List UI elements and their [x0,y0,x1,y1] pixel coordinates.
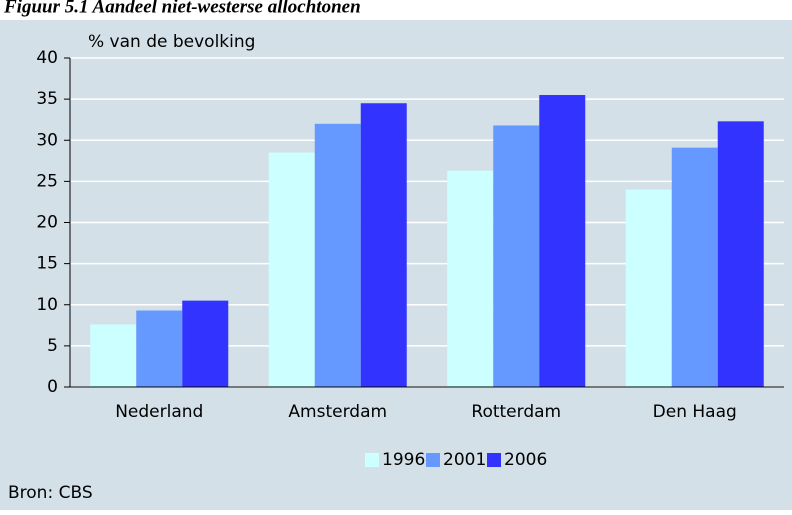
bar [314,123,361,388]
legend-swatch [365,453,379,467]
y-tick-label: 30 [36,130,58,150]
chart-title: Figuur 5.1 Aandeel niet-westerse allocht… [3,0,361,17]
legend-swatch [487,453,501,467]
legend-label: 2006 [504,450,547,470]
y-tick-label: 15 [36,254,58,274]
bar [182,300,229,387]
legend-label: 1996 [382,450,425,470]
bar [717,121,764,388]
x-tick-label: Nederland [115,402,203,422]
bar [671,147,718,387]
bar [90,324,137,387]
bar [625,189,672,387]
bar [447,170,494,387]
x-tick-label: Den Haag [653,402,737,422]
legend-label: 2001 [443,450,486,470]
bar [268,152,315,387]
y-tick-label: 35 [36,89,58,109]
y-axis-label: % van de bevolking [88,32,255,52]
bar [493,125,540,387]
y-tick-label: 0 [47,377,58,397]
bar [360,103,407,388]
y-tick-label: 5 [47,336,58,356]
source: Bron: CBS [8,483,93,503]
y-tick-label: 10 [36,295,58,315]
x-tick-label: Rotterdam [471,402,561,422]
legend-swatch [426,453,440,467]
x-tick-label: Amsterdam [288,402,387,422]
bar [539,95,586,387]
bar [136,310,183,387]
y-tick-label: 20 [36,213,58,233]
y-tick-label: 40 [36,48,58,68]
y-tick-label: 25 [36,171,58,191]
